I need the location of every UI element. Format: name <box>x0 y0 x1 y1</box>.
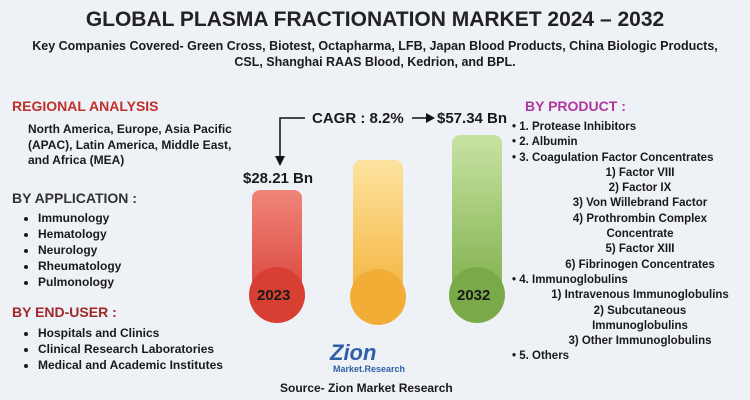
list-item: Immunology <box>38 210 121 226</box>
circle-2032 <box>449 267 505 323</box>
list-item: Hematology <box>38 226 121 242</box>
product-item: • 5. Others <box>512 350 570 363</box>
end-user-list: Hospitals and ClinicsClinical Research L… <box>20 325 268 373</box>
logo-name: Zion <box>330 340 377 365</box>
product-item: • 1. Protease Inhibitors <box>512 121 637 133</box>
title: GLOBAL PLASMA FRACTIONATION MARKET 2024 … <box>85 8 665 31</box>
product-subitem: 3) Other Immunoglobulins <box>568 335 712 348</box>
arrow-head <box>426 113 435 123</box>
product-subitem: 3) Von Willebrand Factor <box>572 197 708 210</box>
circle-2023 <box>249 267 305 323</box>
regional-heading: REGIONAL ANALYSIS <box>12 98 159 114</box>
application-heading: BY APPLICATION : <box>12 190 137 206</box>
end-value: $57.34 Bn <box>437 110 508 127</box>
product-list: • 1. Protease Inhibitors • 2. Albumin • 3.… <box>512 120 747 365</box>
source: Source- Zion Market Research <box>280 381 453 395</box>
list-item: Rheumatology <box>38 258 121 274</box>
product-heading: BY PRODUCT : <box>525 98 626 114</box>
cagr: CAGR : 8.2% <box>312 110 404 127</box>
start-value: $28.21 Bn <box>243 170 314 187</box>
product-item: • 2. Albumin <box>512 136 578 149</box>
subtitle: Key Companies Covered- Green Cross, Biot… <box>32 39 718 69</box>
product-subitem: 1) Factor VIII <box>605 166 675 179</box>
product-subitem: 4) Prothrombin Complex Concentrate <box>572 212 708 241</box>
arrow-head <box>275 156 285 166</box>
list-item: Clinical Research Laboratories <box>38 341 268 357</box>
product-item: • 3. Coagulation Factor Concentrates <box>512 151 714 164</box>
logo-tagline: Market.Research <box>333 364 406 374</box>
start-year: 2023 <box>257 287 291 304</box>
list-item: Medical and Academic Institutes <box>38 357 268 373</box>
circle-middle <box>350 269 406 325</box>
list-item: Neurology <box>38 242 121 258</box>
arrow-left <box>279 117 305 162</box>
product-subitem: 2) Subcutaneous Immunoglobulins <box>592 304 688 332</box>
product-item: • 4. Immunoglobulins <box>512 273 628 286</box>
bar-2032 <box>452 135 502 300</box>
product-subitem: 1) Intravenous Immunoglobulins <box>551 289 729 302</box>
end-year: 2032 <box>457 287 491 304</box>
bar-middle <box>353 160 403 300</box>
application-list: ImmunologyHematologyNeurologyRheumatolog… <box>20 210 121 290</box>
list-item: Hospitals and Clinics <box>38 325 268 341</box>
product-subitem: 2) Factor IX <box>608 182 672 195</box>
end-user-heading: BY END-USER : <box>12 304 117 320</box>
product-subitem: 5) Factor XIII <box>605 243 675 256</box>
product-subitem: 6) Fibrinogen Concentrates <box>565 258 715 271</box>
list-item: Pulmonology <box>38 274 121 290</box>
regional-text: North America, Europe, Asia Pacific (APA… <box>28 122 232 167</box>
